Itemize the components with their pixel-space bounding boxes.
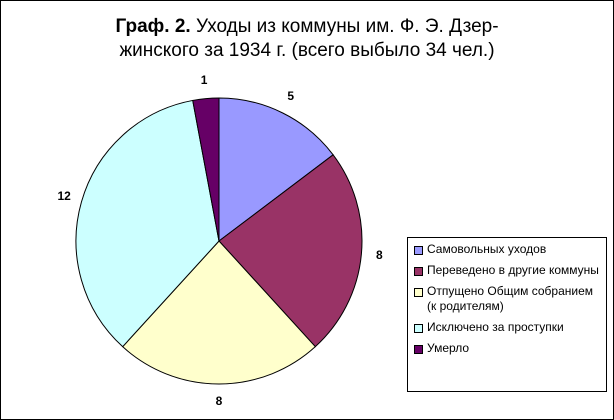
legend-item: Отпущено Общим собранием (к родителям) [414,284,602,314]
legend-swatch [414,345,423,354]
chart-title: Граф. 2. Уходы из коммуны им. Ф. Э. Дзер… [1,15,613,63]
legend-label: Переведено в другие коммуны [427,263,599,277]
data-label: 1 [201,73,208,87]
title-label: Граф. 2. [115,16,191,37]
legend-swatch [414,288,423,297]
data-label: 8 [376,248,383,262]
legend-swatch [414,267,423,276]
title-line: жинского за 1934 г. (всего выбыло 34 чел… [119,40,495,61]
legend-swatch [414,246,423,255]
pie-slice [75,99,220,348]
legend-item: Самовольных уходов [414,242,602,257]
legend-label: Самовольных уходов [427,242,547,256]
legend: Самовольных уходов Переведено в другие ко… [407,237,607,392]
data-label: 8 [216,394,223,408]
data-label: 12 [57,189,71,203]
data-label: 5 [287,89,294,103]
pie-slice [192,97,220,242]
pie-slice [218,154,363,348]
legend-label: Отпущено Общим собранием (к родителям) [427,284,594,313]
legend-swatch [414,324,423,333]
legend-label: Исключено за проступки [427,320,564,334]
legend-item: Умерло [414,341,602,356]
legend-item: Исключено за проступки [414,320,602,335]
legend-item: Переведено в другие коммуны [414,263,602,278]
pie-slice [121,240,317,385]
title-line: Уходы из коммуны им. Ф. Э. Дзер- [195,16,499,37]
pie-slice [218,97,334,243]
legend-label: Умерло [427,341,470,355]
